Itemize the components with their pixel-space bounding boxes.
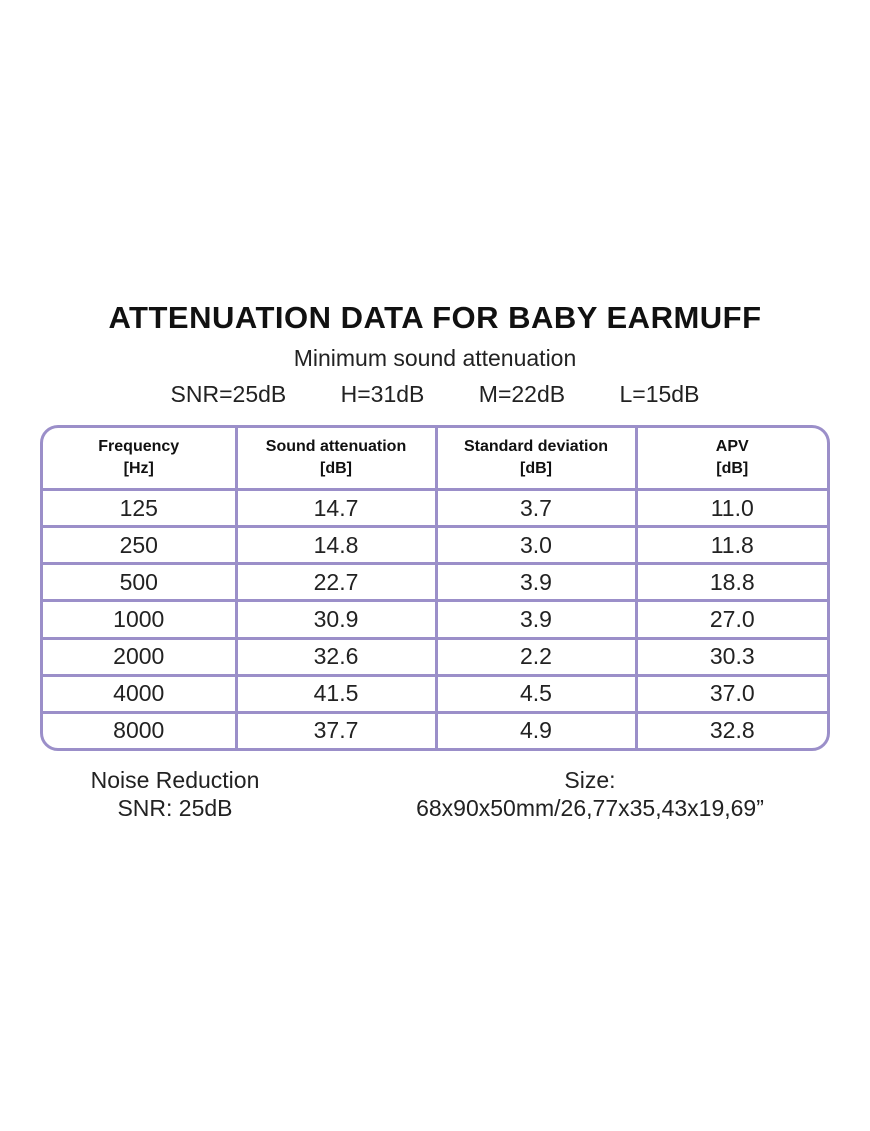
cell-sound-attenuation: 22.7 — [234, 562, 438, 603]
header-sound-attenuation: Sound attenuation [dB] — [234, 428, 438, 491]
cell-frequency: 500 — [43, 562, 238, 603]
cell-standard-deviation: 3.9 — [434, 599, 638, 640]
cell-frequency: 250 — [43, 525, 238, 566]
header-unit: [dB] — [716, 460, 749, 477]
cell-apv: 11.0 — [634, 487, 827, 529]
table-row: 8000 37.7 4.9 32.8 — [43, 710, 827, 748]
table-row: 500 22.7 3.9 18.8 — [43, 562, 827, 603]
header-name: Standard deviation — [463, 438, 609, 455]
rating-l: L=15dB — [619, 381, 700, 407]
header-standard-deviation: Standard deviation [dB] — [434, 428, 638, 491]
size-label: Size: — [564, 767, 616, 793]
table-row: 4000 41.5 4.5 37.0 — [43, 673, 827, 714]
cell-apv: 30.3 — [634, 636, 827, 677]
header-name: APV — [715, 438, 749, 455]
cell-standard-deviation: 4.5 — [434, 673, 638, 714]
table-row: 125 14.7 3.7 11.0 — [43, 487, 827, 529]
header-unit: [dB] — [520, 460, 552, 477]
cell-sound-attenuation: 32.6 — [234, 636, 438, 677]
cell-standard-deviation: 4.9 — [434, 710, 638, 748]
header-apv: APV [dB] — [634, 428, 827, 491]
table-row: 2000 32.6 2.2 30.3 — [43, 636, 827, 677]
cell-frequency: 2000 — [43, 636, 238, 677]
ratings-line: SNR=25dB H=31dB M=22dB L=15dB — [0, 381, 870, 408]
cell-apv: 37.0 — [634, 673, 827, 714]
cell-apv: 11.8 — [634, 525, 827, 566]
cell-apv: 27.0 — [634, 599, 827, 640]
header-unit: [dB] — [320, 460, 352, 477]
noise-reduction-label: Noise Reduction — [90, 767, 260, 793]
table-row: 1000 30.9 3.9 27.0 — [43, 599, 827, 640]
attenuation-table-container: Frequency [Hz] Sound attenuation [dB] St… — [40, 425, 830, 751]
header-name: Sound attenuation — [265, 438, 407, 455]
cell-sound-attenuation: 37.7 — [234, 710, 438, 748]
attenuation-table: Frequency [Hz] Sound attenuation [dB] St… — [43, 428, 827, 748]
size-value: 68x90x50mm/26,77x35,43x19,69” — [416, 795, 764, 821]
cell-standard-deviation: 3.9 — [434, 562, 638, 603]
cell-apv: 18.8 — [634, 562, 827, 603]
size-block: Size: 68x90x50mm/26,77x35,43x19,69” — [360, 766, 820, 822]
rating-snr: SNR=25dB — [170, 381, 287, 407]
header-name: Frequency — [98, 438, 180, 455]
cell-frequency: 125 — [43, 487, 238, 529]
cell-standard-deviation: 3.7 — [434, 487, 638, 529]
cell-sound-attenuation: 30.9 — [234, 599, 438, 640]
page-title: ATTENUATION DATA FOR BABY EARMUFF — [108, 300, 762, 335]
table-header-row: Frequency [Hz] Sound attenuation [dB] St… — [43, 428, 827, 491]
cell-sound-attenuation: 41.5 — [234, 673, 438, 714]
cell-frequency: 8000 — [43, 710, 238, 748]
cell-standard-deviation: 3.0 — [434, 525, 638, 566]
noise-reduction-block: Noise Reduction SNR: 25dB — [60, 766, 290, 822]
cell-sound-attenuation: 14.7 — [234, 487, 438, 529]
cell-standard-deviation: 2.2 — [434, 636, 638, 677]
noise-reduction-value: SNR: 25dB — [117, 795, 233, 821]
rating-m: M=22dB — [478, 381, 566, 407]
header-frequency: Frequency [Hz] — [43, 428, 238, 491]
cell-sound-attenuation: 14.8 — [234, 525, 438, 566]
cell-apv: 32.8 — [634, 710, 827, 748]
header-unit: [Hz] — [123, 460, 154, 477]
page-subtitle: Minimum sound attenuation — [293, 345, 577, 371]
cell-frequency: 4000 — [43, 673, 238, 714]
rating-h: H=31dB — [340, 381, 425, 407]
cell-frequency: 1000 — [43, 599, 238, 640]
table-row: 250 14.8 3.0 11.8 — [43, 525, 827, 566]
